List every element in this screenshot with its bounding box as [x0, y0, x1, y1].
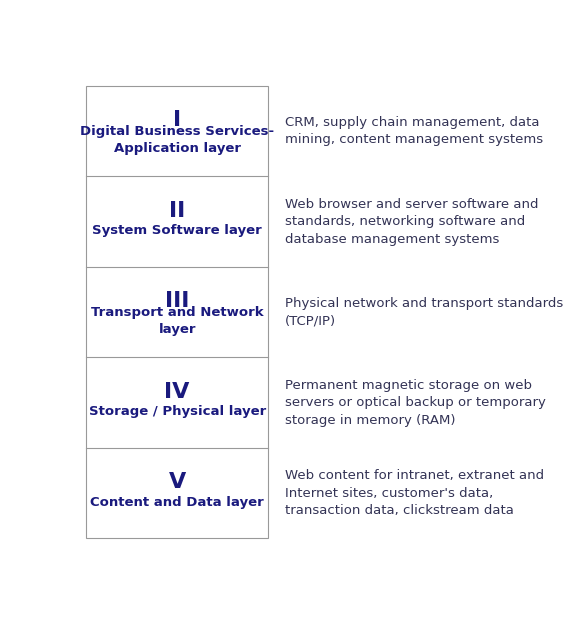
- Text: Transport and Network
layer: Transport and Network layer: [91, 306, 264, 336]
- Text: Web content for intranet, extranet and
Internet sites, customer's data,
transact: Web content for intranet, extranet and I…: [285, 469, 544, 517]
- Text: Storage / Physical layer: Storage / Physical layer: [88, 405, 266, 418]
- Text: Web browser and server software and
standards, networking software and
database : Web browser and server software and stan…: [285, 198, 539, 245]
- Text: Digital Business Services-
Application layer: Digital Business Services- Application l…: [80, 125, 274, 155]
- Text: Physical network and transport standards
(TCP/IP): Physical network and transport standards…: [285, 297, 564, 328]
- Text: II: II: [169, 201, 185, 221]
- Text: IV: IV: [164, 382, 190, 402]
- Text: Permanent magnetic storage on web
servers or optical backup or temporary
storage: Permanent magnetic storage on web server…: [285, 379, 546, 426]
- Text: III: III: [165, 291, 189, 311]
- Text: CRM, supply chain management, data
mining, content management systems: CRM, supply chain management, data minin…: [285, 116, 544, 146]
- Text: I: I: [173, 110, 181, 130]
- Bar: [86, 86, 268, 538]
- Text: V: V: [168, 472, 186, 493]
- Text: System Software layer: System Software layer: [92, 224, 262, 237]
- Text: Content and Data layer: Content and Data layer: [90, 496, 264, 509]
